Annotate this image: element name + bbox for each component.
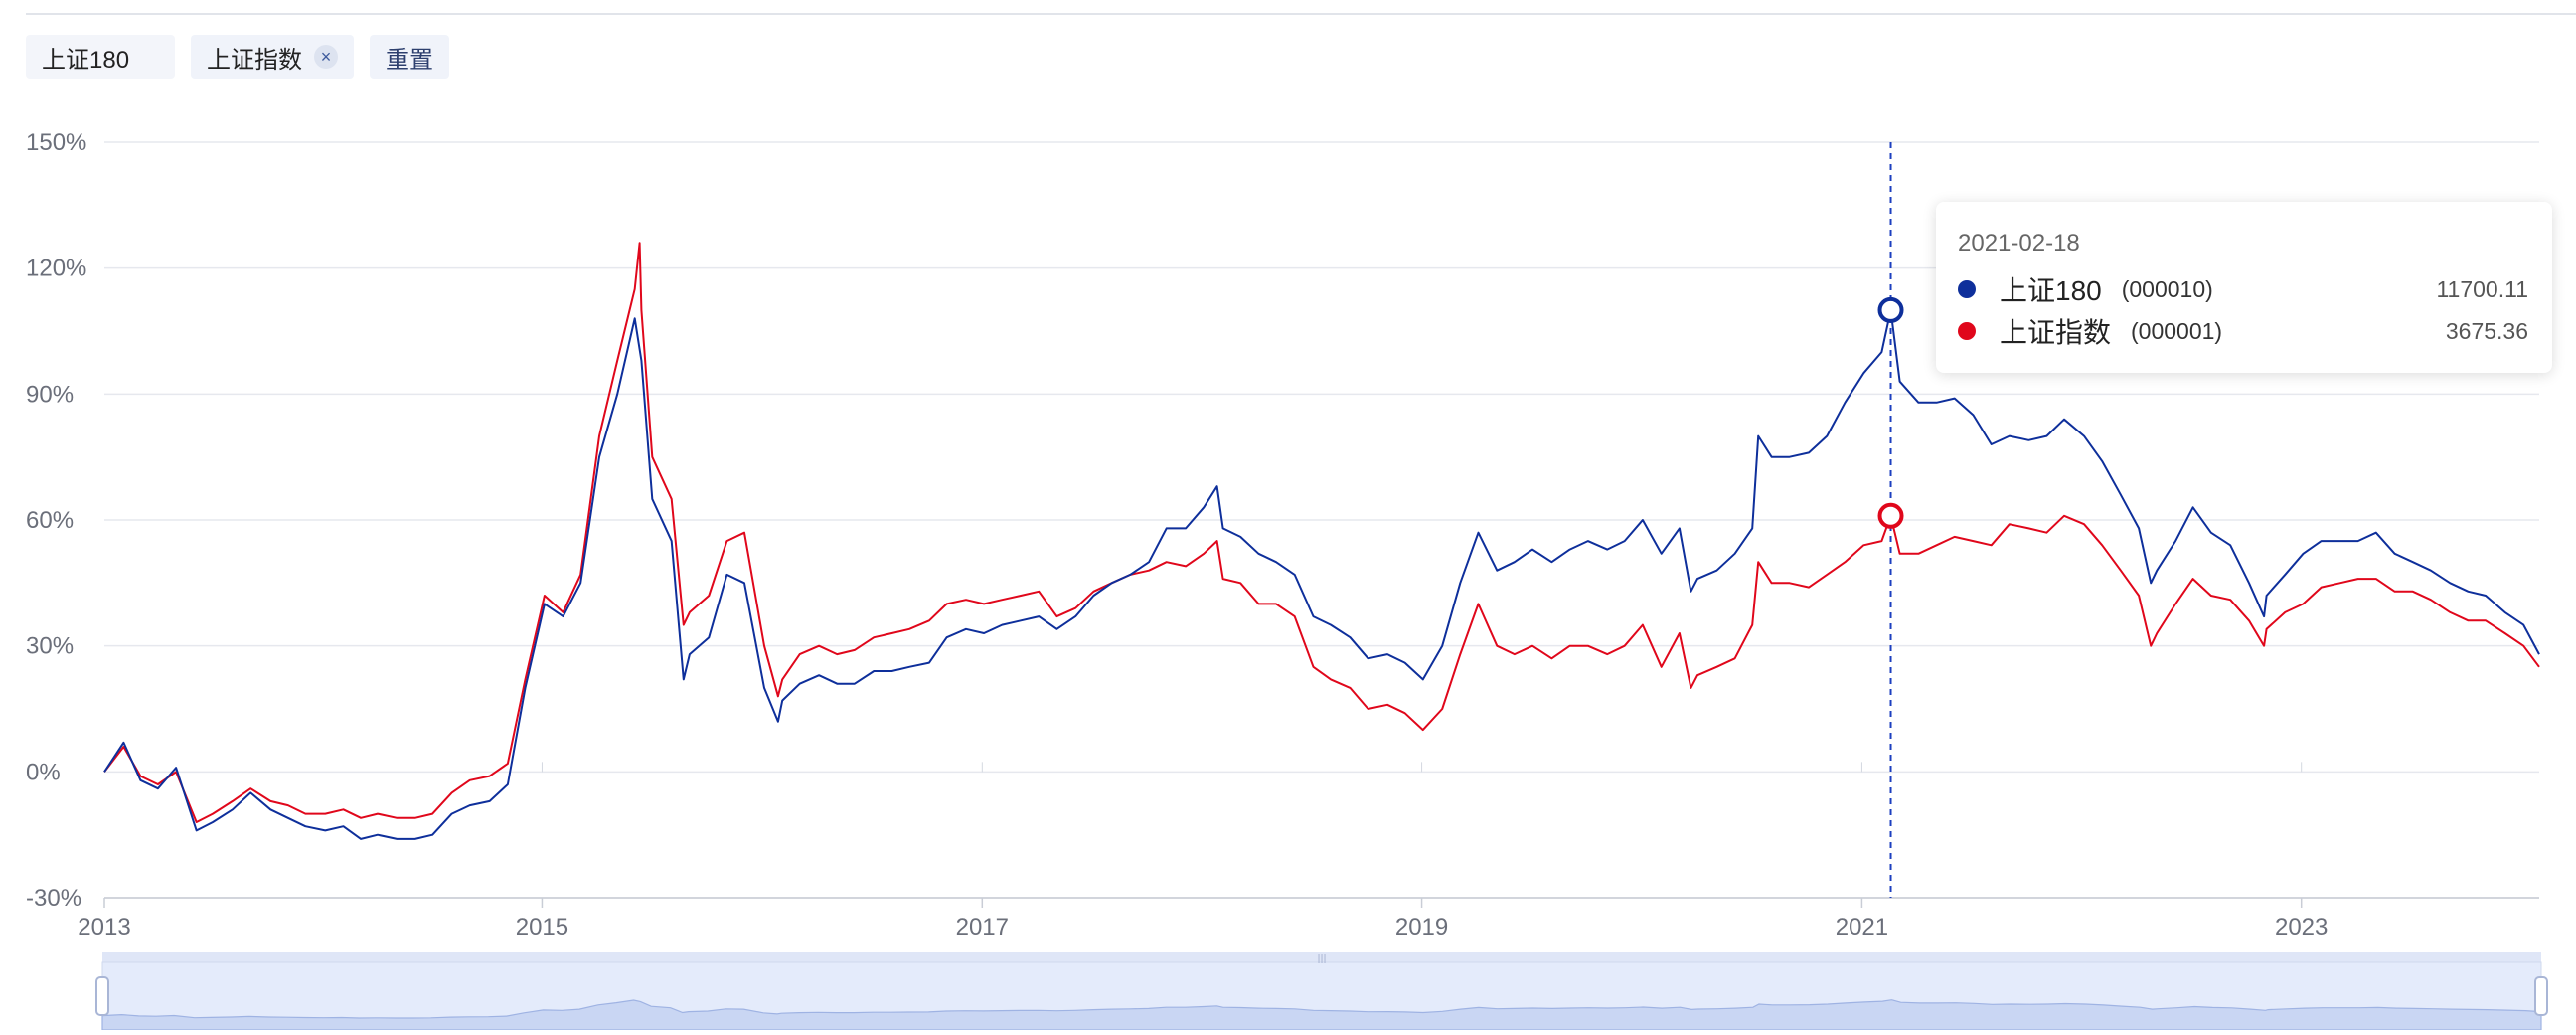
hover-marker-000001 [1877, 502, 1904, 529]
y-tick-label: 30% [26, 633, 74, 660]
x-tick-label: 2013 [78, 914, 130, 941]
y-tick-label: 90% [26, 381, 74, 408]
zoom-preview-area [101, 999, 2542, 1031]
hover-marker-000010 [1877, 296, 1904, 323]
tooltip-series-value: 11700.11 [2436, 275, 2528, 302]
tooltip-series-code: (000010) [2121, 275, 2213, 302]
tooltip-series-name: 上证指数 [2000, 317, 2112, 348]
series-line-000001 [103, 242, 2540, 823]
tooltip-row-2: 上证指数 (000001) 3675.36 [1958, 313, 2528, 349]
x-tick-label: 2019 [1395, 914, 1448, 941]
y-tick-label: -30% [26, 885, 81, 912]
y-tick-label: 120% [26, 256, 86, 282]
y-tick-label: 60% [26, 507, 74, 534]
tooltip-series-value: 3675.36 [2445, 317, 2528, 344]
x-tick-label: 2021 [1836, 914, 1888, 941]
selected-index-tag[interactable]: 上证指数 × [191, 35, 354, 79]
series-color-dot [1958, 280, 1976, 298]
chart-tooltip: 2021-02-18 上证180 (000010) 11700.11 上证指数 … [1936, 202, 2552, 373]
reset-button[interactable]: 重置 [370, 35, 449, 79]
y-tick-label: 0% [26, 759, 61, 785]
zoom-handle-bar [102, 952, 2541, 962]
y-tick-label: 150% [26, 129, 86, 156]
tooltip-series-code: (000001) [2131, 317, 2223, 344]
index-search-input[interactable]: 上证180 [26, 35, 175, 79]
series-color-dot [1958, 322, 1976, 340]
zoom-drag-grip[interactable]: ||| [1317, 954, 1326, 964]
close-icon[interactable]: × [314, 45, 338, 69]
zoom-left-handle[interactable] [95, 976, 109, 1016]
zoom-right-handle[interactable] [2534, 976, 2548, 1016]
selected-index-tag-label: 上证指数 [207, 46, 302, 74]
x-tick-label: 2017 [956, 914, 1009, 941]
top-divider [26, 13, 2576, 15]
tooltip-date: 2021-02-18 [1958, 230, 2080, 257]
x-tick-label: 2015 [516, 914, 568, 941]
tooltip-row-1: 上证180 (000010) 11700.11 [1958, 271, 2528, 307]
x-tick-label: 2023 [2275, 914, 2328, 941]
series-line-000010 [103, 308, 2540, 840]
tooltip-series-name: 上证180 [2000, 275, 2102, 306]
filter-bar: 上证180 上证指数 × 重置 [26, 35, 449, 80]
